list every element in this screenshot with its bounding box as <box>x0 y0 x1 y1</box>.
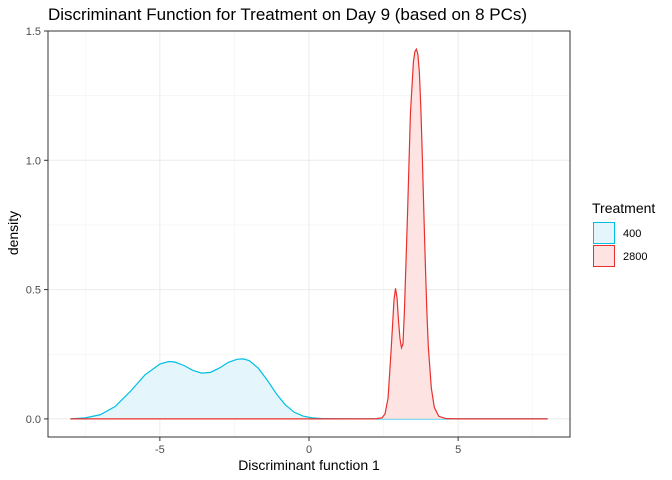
legend: Treatment 400 2800 <box>592 200 655 267</box>
plot-area <box>47 30 571 438</box>
chart-title: Discriminant Function for Treatment on D… <box>48 5 527 24</box>
legend-title: Treatment <box>592 200 655 216</box>
legend-key-400 <box>593 222 615 244</box>
y-axis-ticks: 0.0 0.5 1.0 1.5 <box>26 26 48 426</box>
x-tick-label: 0 <box>306 444 312 456</box>
density-line-2800 <box>70 47 548 420</box>
density-area-400 <box>70 358 548 419</box>
legend-items: 400 2800 <box>593 222 647 267</box>
x-axis-label: Discriminant function 1 <box>238 457 380 473</box>
y-axis-label: density <box>5 211 21 255</box>
y-tick-label: 1.5 <box>26 26 41 38</box>
legend-label-400: 400 <box>623 228 641 240</box>
series-layer <box>70 47 548 420</box>
y-tick-label: 1.0 <box>26 155 41 167</box>
x-tick-label: -5 <box>155 444 165 456</box>
x-tick-label: 5 <box>455 444 461 456</box>
legend-key-2800 <box>593 245 615 267</box>
y-tick-label: 0.5 <box>26 285 41 297</box>
legend-label-2800: 2800 <box>623 251 647 263</box>
x-axis-ticks: -5 0 5 <box>155 437 461 456</box>
y-tick-label: 0.0 <box>26 414 41 426</box>
